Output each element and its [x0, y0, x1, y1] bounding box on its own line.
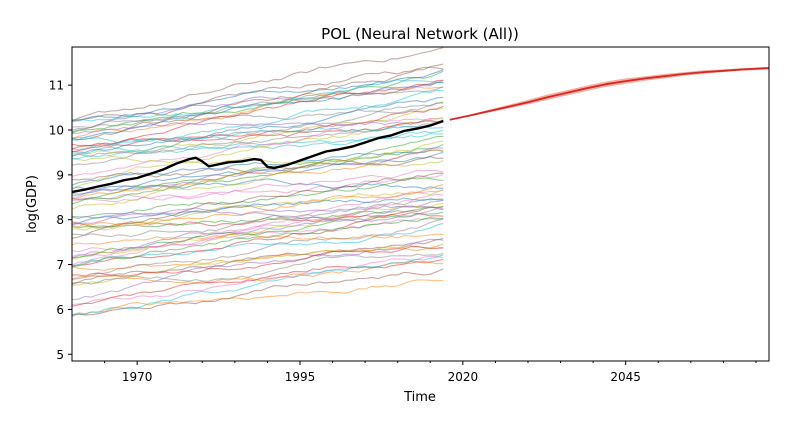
background-series-line	[72, 169, 444, 201]
background-series-line	[71, 177, 444, 218]
y-tick-label: 11	[49, 79, 64, 93]
background-series-line	[71, 79, 444, 150]
background-series-line	[71, 237, 444, 301]
x-tick-label: 2045	[610, 370, 641, 384]
y-tick-label: 10	[49, 123, 64, 137]
background-series-line	[71, 268, 444, 317]
background-series-line	[71, 183, 444, 228]
background-series-line	[71, 204, 444, 226]
x-tick-label: 2020	[448, 370, 479, 384]
background-series-line	[71, 101, 444, 166]
background-series-line	[71, 245, 444, 286]
y-axis: 5 6 7 8 9 10 11	[49, 79, 72, 362]
background-series-line	[71, 116, 444, 177]
background-series-line	[71, 124, 444, 143]
background-series-line	[71, 89, 444, 151]
background-series-line	[71, 198, 444, 238]
background-series-line	[71, 69, 444, 122]
background-series-line	[71, 140, 444, 210]
background-series-line	[71, 258, 444, 307]
chart-title: POL (Neural Network (All))	[321, 25, 519, 43]
y-tick-label: 5	[56, 348, 64, 362]
background-series-line	[71, 120, 444, 134]
background-series-line	[71, 147, 444, 197]
background-series-line	[71, 96, 444, 153]
y-tick-label: 6	[56, 303, 64, 317]
observed-series-line	[71, 119, 444, 194]
background-series-line	[71, 47, 444, 122]
background-series-line	[71, 279, 444, 316]
y-tick-label: 7	[56, 258, 64, 272]
background-series-line	[71, 254, 444, 315]
background-series-line	[71, 151, 444, 191]
y-tick-label: 8	[56, 213, 64, 227]
forecast-series-line	[449, 67, 770, 121]
background-series-line	[71, 86, 444, 131]
plot-frame	[71, 46, 770, 362]
background-series-line	[71, 207, 444, 223]
background-series-line	[71, 119, 444, 147]
background-series-line	[71, 86, 444, 139]
background-series-line	[71, 135, 444, 205]
background-series-line	[71, 63, 444, 141]
background-series-line	[72, 245, 444, 277]
background-series-line	[71, 217, 444, 267]
background-series-line	[71, 252, 444, 285]
background-series-line	[71, 233, 444, 246]
background-series-line	[71, 66, 444, 123]
x-tick-label: 1970	[122, 370, 153, 384]
background-series-line	[71, 218, 444, 281]
background-series-line	[71, 188, 444, 231]
main-series-group	[71, 67, 770, 194]
background-series-line	[71, 70, 444, 134]
background-series-line	[71, 79, 444, 122]
x-tick-label: 1995	[285, 370, 316, 384]
background-series-line	[71, 197, 444, 225]
y-axis-label: log(GDP)	[25, 175, 40, 233]
y-tick-label: 9	[56, 168, 64, 182]
x-axis: 1970 1995 2020 2045	[104, 361, 757, 384]
background-series-line	[71, 211, 444, 259]
background-series-line	[71, 172, 444, 239]
x-axis-label: Time	[403, 390, 436, 405]
background-series-line	[71, 202, 444, 260]
